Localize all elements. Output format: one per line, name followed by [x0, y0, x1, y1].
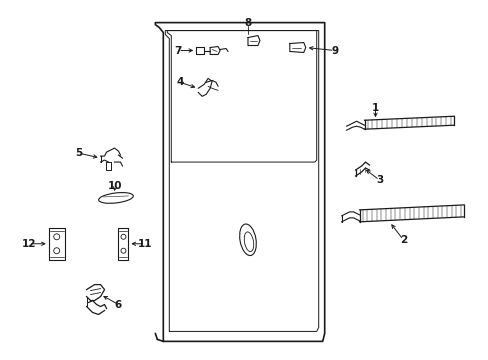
Text: 7: 7 — [174, 45, 182, 55]
Text: 3: 3 — [375, 175, 382, 185]
Text: 11: 11 — [138, 239, 152, 249]
Text: 5: 5 — [75, 148, 82, 158]
Text: 6: 6 — [115, 300, 122, 310]
Text: 9: 9 — [330, 45, 338, 55]
Text: 1: 1 — [371, 103, 378, 113]
Text: 4: 4 — [176, 77, 183, 87]
Text: 8: 8 — [244, 18, 251, 28]
Text: 12: 12 — [21, 239, 36, 249]
Text: 2: 2 — [399, 235, 406, 245]
Text: 10: 10 — [108, 181, 122, 191]
